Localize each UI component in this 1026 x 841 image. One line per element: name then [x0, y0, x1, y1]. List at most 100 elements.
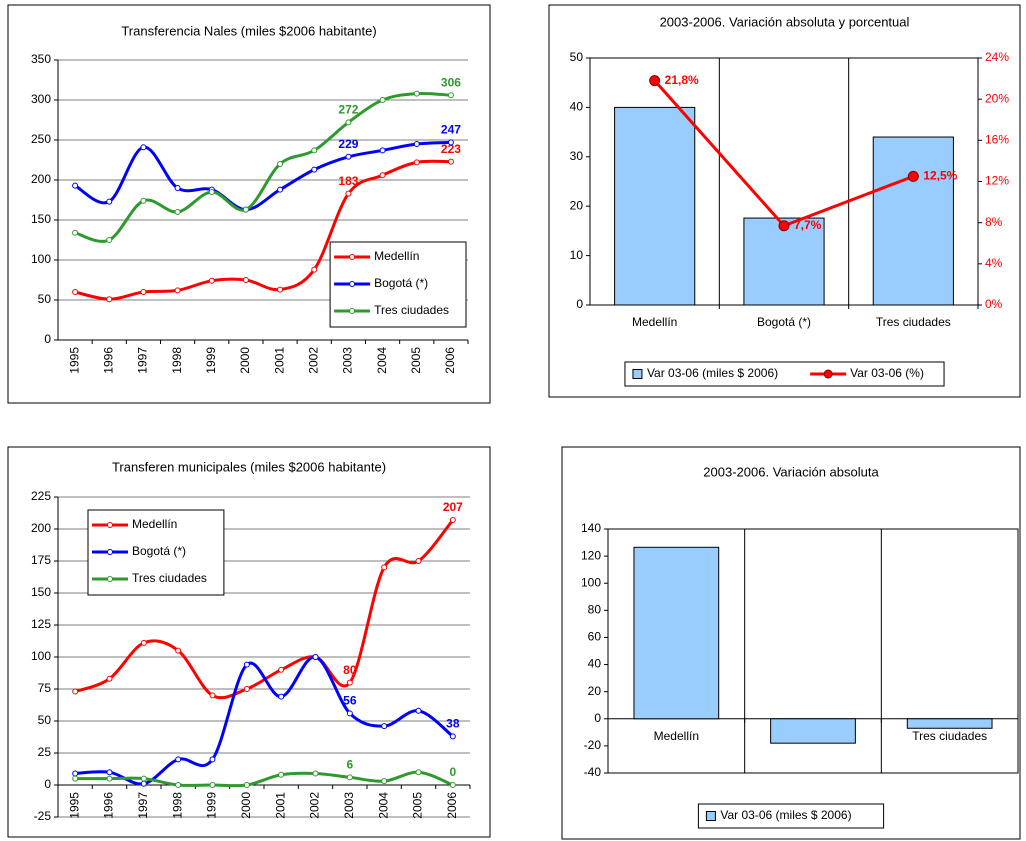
legend-label: Medellín [374, 249, 419, 263]
point [174, 209, 181, 215]
legend-marker [349, 281, 356, 287]
x-tick-label: 2000 [238, 347, 252, 374]
x-tick-label: 1996 [102, 792, 116, 819]
data-label: 306 [441, 75, 461, 89]
point [72, 289, 79, 295]
point [208, 277, 215, 284]
legend-label: Var 03-06 (miles $ 2006) [720, 808, 851, 822]
point [346, 710, 353, 717]
y-tick-label: 200 [31, 521, 51, 535]
data-label: 207 [443, 500, 463, 514]
data-label: 21,8% [665, 73, 699, 87]
point [174, 185, 181, 191]
point [277, 186, 284, 193]
x-tick-label: Tres ciudades [912, 729, 987, 743]
x-tick-label: Bogotá (*) [757, 315, 811, 329]
point [243, 686, 250, 692]
y-tick-label: 50 [38, 292, 52, 306]
point [140, 197, 147, 204]
point [243, 782, 250, 788]
legend-label: Tres ciudades [374, 303, 449, 317]
point [311, 266, 318, 273]
y-tick-label: 250 [31, 132, 51, 146]
y-tick-label: 60 [588, 630, 602, 644]
point [175, 782, 182, 788]
y-tick-label: 0 [44, 332, 51, 346]
point [345, 153, 352, 160]
chart-frame [7, 4, 491, 404]
legend-marker [107, 576, 113, 582]
point [140, 289, 147, 295]
y-tick-label: 300 [31, 92, 51, 106]
point [447, 158, 454, 165]
legend-marker [107, 522, 113, 528]
bar [614, 106, 696, 306]
y2-tick-label: 12% [985, 174, 1009, 188]
point [311, 166, 318, 173]
y-tick-label: 225 [31, 489, 51, 503]
y-tick-label: 20 [570, 198, 584, 212]
point [413, 90, 420, 97]
x-tick-label: 1996 [101, 347, 115, 374]
x-tick-label: 2004 [375, 347, 389, 374]
x-tick-label: 2005 [409, 347, 423, 374]
point [345, 190, 352, 197]
point [140, 144, 147, 151]
y-tick-label: 100 [581, 575, 601, 589]
point [72, 229, 79, 236]
x-tick-label: 2002 [306, 347, 320, 374]
legend-label: Var 03-06 (%) [850, 366, 924, 380]
x-tick-label: 1997 [136, 792, 150, 819]
point [209, 692, 216, 699]
y2-tick-label: 4% [985, 256, 1003, 270]
bar [906, 718, 993, 729]
x-tick-label: 2003 [341, 347, 355, 374]
data-label: 183 [338, 174, 358, 188]
y-tick-label: -25 [34, 809, 52, 823]
x-tick-label: 2006 [445, 792, 459, 819]
y-tick-label: 0 [576, 297, 583, 311]
bar [770, 718, 856, 744]
point [311, 147, 318, 154]
data-label: 223 [441, 142, 461, 156]
point [106, 237, 113, 243]
point [278, 693, 285, 700]
legend-box [624, 361, 945, 387]
point [106, 675, 113, 682]
bar [633, 546, 720, 720]
point [72, 775, 79, 782]
point [449, 517, 456, 524]
point [381, 723, 388, 730]
y-tick-label: 20 [588, 684, 602, 698]
point [346, 679, 353, 686]
point [106, 198, 113, 205]
point [243, 661, 250, 668]
data-label: 80 [343, 663, 357, 677]
point [449, 733, 456, 740]
point [175, 756, 182, 763]
legend-label: Tres ciudades [132, 571, 207, 585]
y-tick-label: 0 [44, 777, 51, 791]
y2-tick-label: 24% [985, 50, 1009, 64]
x-tick-label: Medellín [654, 729, 699, 743]
data-label: 229 [338, 137, 358, 151]
x-tick-label: 1999 [204, 347, 218, 374]
chart-frame [561, 446, 1021, 840]
point [209, 782, 216, 788]
point [174, 287, 181, 294]
y-tick-label: 25 [38, 745, 52, 759]
legend-label: Bogotá (*) [374, 276, 428, 290]
data-label: 6 [346, 757, 353, 771]
y-tick-label: 100 [31, 252, 51, 266]
y-tick-label: 100 [31, 649, 51, 663]
point [140, 780, 147, 787]
x-tick-label: 2003 [342, 792, 356, 819]
legend-marker [823, 369, 833, 379]
point [106, 775, 113, 782]
point [72, 688, 79, 695]
point [415, 707, 422, 714]
x-tick-label: 2001 [272, 347, 286, 374]
y-tick-label: 175 [31, 553, 51, 567]
